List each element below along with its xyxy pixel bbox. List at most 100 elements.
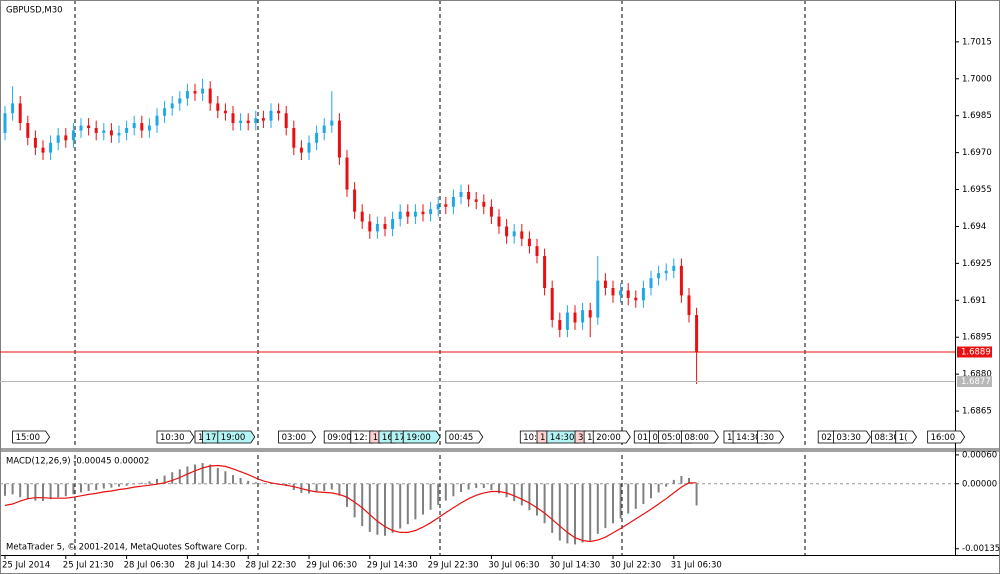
x-tick-label: 28 Jul 06:30 xyxy=(124,561,175,571)
event-label: 03:00 xyxy=(282,433,307,443)
histogram-bar xyxy=(536,483,538,516)
histogram-bar xyxy=(209,464,212,484)
histogram-bar xyxy=(125,483,128,486)
event-label: 1( xyxy=(899,433,908,443)
candle-body xyxy=(512,231,516,237)
event-box xyxy=(445,430,484,444)
histogram-bar xyxy=(254,482,257,484)
histogram-bar xyxy=(460,483,462,492)
candle-body xyxy=(375,224,379,232)
candle-body xyxy=(208,88,212,104)
day-separators xyxy=(74,0,806,555)
candle-body xyxy=(299,147,303,153)
candle-body xyxy=(505,226,509,237)
candle-body xyxy=(413,211,417,217)
histogram-bar xyxy=(619,483,622,519)
event-label: 15:00 xyxy=(16,433,40,443)
histogram-bar xyxy=(498,483,500,494)
candle-body xyxy=(56,135,60,143)
x-tick-label: 25 Jul 2014 xyxy=(2,561,50,571)
histogram-bar xyxy=(34,483,37,501)
x-tick-label: 28 Jul 22:30 xyxy=(245,561,296,571)
histogram-bar xyxy=(627,483,630,514)
candle-body xyxy=(322,125,326,133)
histogram-bar xyxy=(650,483,652,499)
histogram-bar xyxy=(133,483,136,485)
event-box xyxy=(757,430,785,444)
candle-body xyxy=(41,147,45,153)
x-tick-label: 25 Jul 21:30 xyxy=(63,561,114,571)
footer: MetaTrader 5, © 2001-2014, MetaQuotes So… xyxy=(6,543,247,553)
histogram-bar xyxy=(194,464,196,484)
candle-body xyxy=(109,130,113,136)
histogram-bar xyxy=(140,482,143,484)
histogram-bar xyxy=(414,483,417,520)
candle-body xyxy=(596,280,600,318)
candle-body xyxy=(497,216,501,227)
histogram-bar xyxy=(688,477,690,484)
y-tick-label: 1.6955 xyxy=(962,185,992,195)
candle-body xyxy=(201,88,205,94)
histogram-bar xyxy=(467,483,470,490)
histogram-bar xyxy=(482,483,485,489)
candles xyxy=(3,78,699,384)
candle-body xyxy=(459,192,463,197)
event-label: 03 xyxy=(652,433,663,443)
chart-title: GBPUSD,M30 xyxy=(6,6,63,16)
event-label: 03:30 xyxy=(836,433,861,443)
histogram-bar xyxy=(57,483,60,498)
histogram-bar xyxy=(399,483,402,529)
candle-body xyxy=(87,125,91,128)
histogram-bar xyxy=(634,483,637,509)
bid-line-label: 1.6889 xyxy=(961,348,991,358)
candle-body xyxy=(603,280,607,288)
y-tick-label: 0.00060 xyxy=(962,450,997,460)
event-label: 16:00 xyxy=(931,433,956,443)
histogram-bar xyxy=(490,483,493,491)
event-box xyxy=(895,430,918,444)
candle-body xyxy=(284,113,288,128)
histogram-bar xyxy=(672,479,675,484)
candle-body xyxy=(520,231,524,239)
event-box xyxy=(592,430,631,444)
candle-body xyxy=(444,204,448,207)
candle-body xyxy=(558,320,562,330)
histogram-bar xyxy=(4,483,6,496)
histogram-bar xyxy=(574,483,576,545)
event-label: 19:00 xyxy=(406,433,431,443)
histogram-bar xyxy=(232,475,234,484)
candle-body xyxy=(330,120,334,126)
event-label: 10:30 xyxy=(160,433,185,443)
candle-body xyxy=(345,157,349,190)
event-label: 1 xyxy=(373,433,378,443)
histogram-bar xyxy=(384,483,386,536)
event-label: 00:45 xyxy=(449,433,474,443)
event-label: 05:00 xyxy=(662,433,687,443)
event-label: 08:30 xyxy=(874,433,899,443)
candle-body xyxy=(489,206,493,217)
candle-body xyxy=(687,295,691,316)
histogram-bar xyxy=(528,483,531,511)
histogram-bar xyxy=(346,483,348,507)
y-tick-label: 1.6880 xyxy=(962,370,992,380)
candle-body xyxy=(163,108,167,116)
candle-body xyxy=(79,125,83,131)
y-tick-label: -0.00135 xyxy=(962,544,1000,554)
candle-body xyxy=(581,310,585,323)
event-label: :30 xyxy=(760,433,774,443)
candle-body xyxy=(695,315,699,352)
pane-separator xyxy=(0,448,1000,452)
histogram-bar xyxy=(551,483,554,533)
histogram-bar xyxy=(262,483,265,484)
y-tick-label: 1.694 xyxy=(962,222,986,232)
histogram-bar xyxy=(72,483,75,495)
histogram-bar xyxy=(406,483,409,525)
candle-body xyxy=(3,113,7,133)
histogram-bar xyxy=(19,483,22,498)
candle-body xyxy=(102,130,106,133)
histogram-bar xyxy=(178,469,181,484)
event-label: 1 xyxy=(727,433,732,443)
candle-body xyxy=(170,103,174,109)
x-tick-label: 31 Jul 06:30 xyxy=(671,561,722,571)
